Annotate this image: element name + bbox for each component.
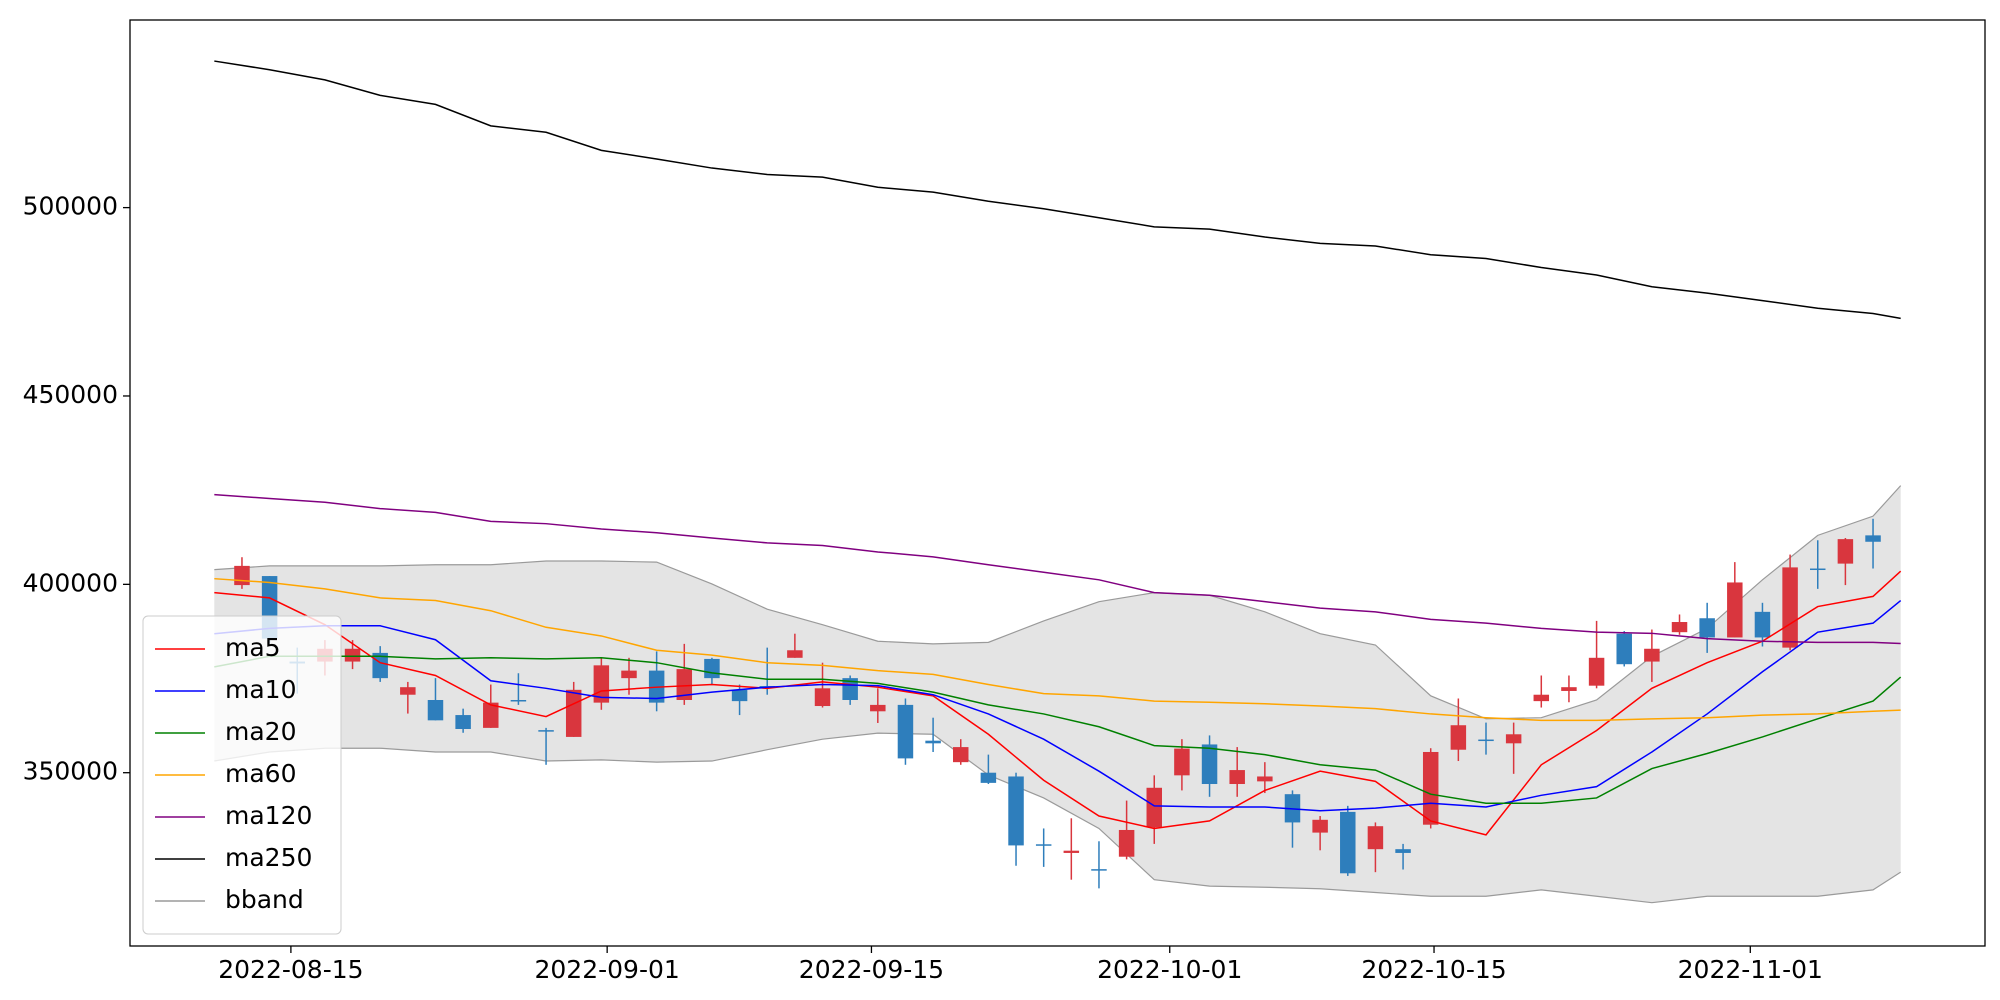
- candle-body: [621, 670, 637, 679]
- legend-label: ma20: [225, 717, 296, 746]
- ma-line: [214, 60, 1901, 320]
- plot-area: [214, 60, 1902, 904]
- candle-body: [483, 702, 499, 728]
- ma-line: [214, 599, 1902, 812]
- candle-body: [1008, 776, 1024, 846]
- candle-body: [704, 658, 720, 679]
- candle-body: [1201, 744, 1218, 785]
- x-tick-label: 2022-09-15: [799, 955, 944, 984]
- candle-body: [814, 688, 831, 707]
- candle-body: [1063, 850, 1080, 853]
- candle-body: [1312, 819, 1328, 833]
- candle-body: [1367, 826, 1384, 850]
- legend-box: [142, 615, 342, 935]
- candle-body: [731, 689, 748, 702]
- candle-body: [787, 650, 803, 658]
- ma-line: [214, 570, 1902, 836]
- candle-body: [1533, 694, 1550, 702]
- candle-body: [1340, 811, 1356, 874]
- candle-body: [1727, 582, 1743, 638]
- y-tick-label: 500000: [23, 192, 118, 221]
- ma-line: [214, 577, 1901, 722]
- candle-body: [1837, 539, 1854, 564]
- legend-label: bband: [225, 885, 304, 914]
- candle-body: [925, 740, 941, 744]
- x-tick-label: 2022-10-15: [1361, 955, 1506, 984]
- candle-body: [1422, 751, 1439, 825]
- candle-body: [427, 699, 444, 721]
- candle-body: [1616, 633, 1632, 665]
- x-tick-label: 2022-11-01: [1678, 955, 1823, 984]
- candle-body: [1754, 611, 1771, 638]
- y-tick-label: 450000: [23, 380, 118, 409]
- candle-body: [510, 699, 527, 702]
- candle-body: [1561, 687, 1577, 691]
- candle-body: [1146, 787, 1162, 828]
- candle-body: [1588, 657, 1605, 686]
- candle-body: [344, 648, 361, 662]
- candle-body: [980, 772, 997, 783]
- candle-body: [565, 689, 582, 737]
- candle-body: [1395, 849, 1411, 853]
- candle-body: [1671, 622, 1688, 633]
- candle-body: [1699, 618, 1715, 638]
- candle-body: [538, 730, 554, 732]
- candle-body: [1091, 869, 1107, 871]
- candle-body: [676, 669, 693, 700]
- band-lower-line: [214, 732, 1902, 904]
- candle-body: [1450, 725, 1467, 750]
- x-tick-label: 2022-09-01: [535, 955, 680, 984]
- candle-body: [1810, 568, 1826, 571]
- candle-body: [897, 704, 914, 759]
- y-tick-label: 350000: [23, 757, 118, 786]
- x-tick-label: 2022-10-01: [1097, 955, 1242, 984]
- y-tick-label: 400000: [23, 568, 118, 597]
- band-upper-line: [214, 485, 1902, 720]
- legend: ma5 ma10 ma20 ma60 ma120 ma250 bband: [142, 615, 342, 935]
- candle-body: [455, 715, 471, 730]
- legend-label: ma10: [225, 675, 296, 704]
- candle-body: [870, 704, 886, 712]
- ma-line: [214, 655, 1902, 804]
- candle-body: [1782, 567, 1798, 648]
- legend-label: ma250: [225, 843, 312, 872]
- candle-body: [1478, 739, 1494, 742]
- legend-label: ma5: [225, 633, 281, 662]
- axes-frame: [129, 19, 1986, 947]
- candle-body: [1229, 770, 1245, 785]
- legend-label: ma60: [225, 759, 296, 788]
- candle-body: [953, 747, 969, 763]
- x-tick-label: 2022-08-15: [218, 955, 363, 984]
- candle-body: [1644, 648, 1660, 662]
- candle-body: [1865, 535, 1881, 542]
- candle-body: [234, 565, 250, 586]
- candle-body: [400, 687, 416, 695]
- candle-body: [1174, 748, 1190, 776]
- candle-body: [1118, 829, 1135, 857]
- candle-body: [1257, 776, 1273, 782]
- candle-body: [1505, 734, 1522, 744]
- ma-line: [214, 493, 1901, 645]
- legend-label: ma120: [225, 801, 312, 830]
- candle-body: [1035, 844, 1052, 846]
